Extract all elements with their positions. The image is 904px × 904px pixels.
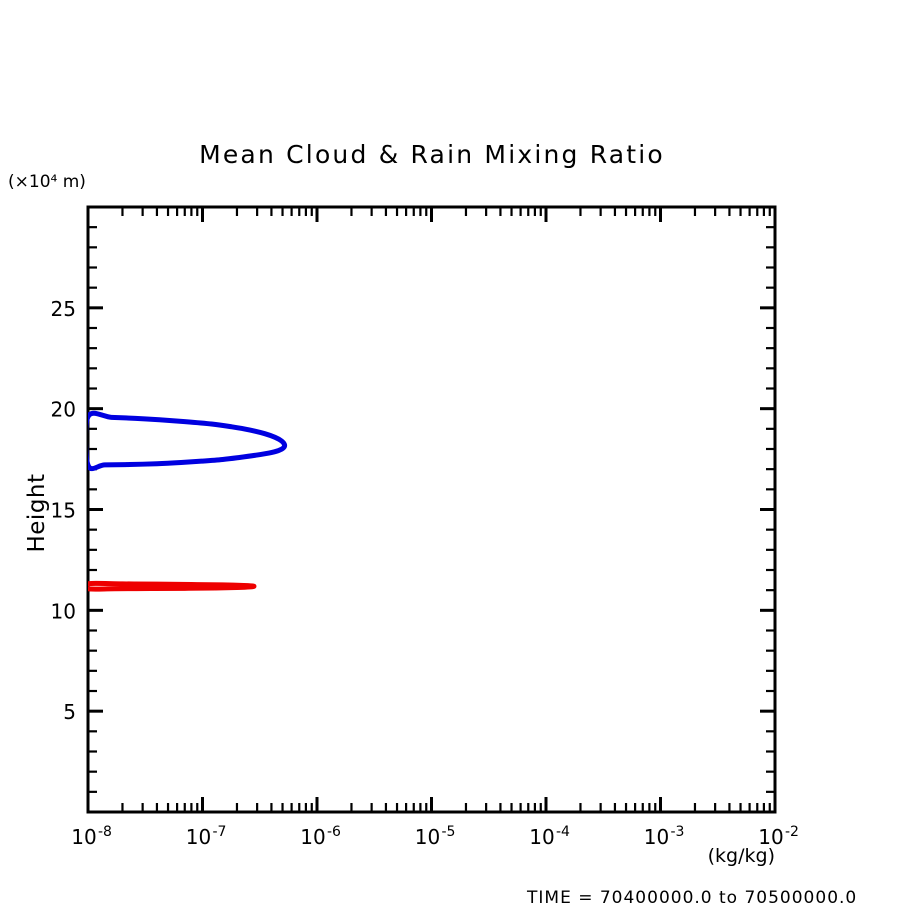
x-tick-label-exponent: -2 bbox=[785, 824, 799, 840]
x-tick-label-mantissa: 10 bbox=[415, 825, 440, 849]
rain-mixing-ratio-curve bbox=[88, 580, 257, 592]
y-axis-title: Height bbox=[24, 473, 50, 552]
x-tick-label-exponent: -4 bbox=[556, 824, 570, 840]
x-tick-label: 10 -6 bbox=[300, 824, 341, 849]
y-axis-tick-labels: 5 10 15 20 25 bbox=[51, 297, 76, 724]
x-tick-label: 10 -3 bbox=[644, 824, 685, 849]
y-axis-ticks bbox=[88, 226, 775, 793]
x-axis-ticks bbox=[86, 207, 777, 812]
data-series-group bbox=[88, 410, 288, 592]
x-tick-label-exponent: -8 bbox=[98, 824, 112, 840]
y-tick-label: 25 bbox=[51, 297, 76, 321]
x-tick-label-mantissa: 10 bbox=[300, 825, 325, 849]
x-tick-label-exponent: -5 bbox=[442, 824, 456, 840]
x-tick-label-mantissa: 10 bbox=[71, 825, 96, 849]
x-tick-label-exponent: -6 bbox=[327, 824, 341, 840]
y-tick-label: 15 bbox=[51, 499, 76, 523]
y-tick-label: 5 bbox=[63, 700, 76, 724]
x-tick-label-mantissa: 10 bbox=[186, 825, 211, 849]
y-axis-unit-label: (×10⁴ m) bbox=[8, 172, 86, 192]
x-tick-label: 10 -4 bbox=[529, 824, 570, 849]
x-tick-label-mantissa: 10 bbox=[758, 825, 783, 849]
cloud-mixing-ratio-curve bbox=[88, 410, 288, 472]
x-tick-label: 10 -5 bbox=[415, 824, 456, 849]
x-tick-label-mantissa: 10 bbox=[529, 825, 554, 849]
y-tick-label: 10 bbox=[51, 599, 76, 623]
plot-frame bbox=[86, 205, 777, 814]
x-tick-label-mantissa: 10 bbox=[644, 825, 669, 849]
x-tick-label-exponent: -3 bbox=[671, 824, 685, 840]
x-axis-unit-label: (kg/kg) bbox=[708, 845, 775, 867]
x-tick-label: 10 -7 bbox=[186, 824, 227, 849]
chart-title: Mean Cloud & Rain Mixing Ratio bbox=[199, 140, 665, 169]
x-tick-label-exponent: -7 bbox=[213, 824, 227, 840]
time-range-annotation: TIME = 70400000.0 to 70500000.0 bbox=[526, 888, 857, 904]
x-axis-tick-labels: 10 -8 10 -7 10 -6 10 -5 10 -4 10 -3 10 -2 bbox=[71, 824, 799, 849]
x-tick-label: 10 -8 bbox=[71, 824, 112, 849]
x-tick-label: 10 -2 bbox=[758, 824, 799, 849]
y-tick-label: 20 bbox=[51, 398, 76, 422]
